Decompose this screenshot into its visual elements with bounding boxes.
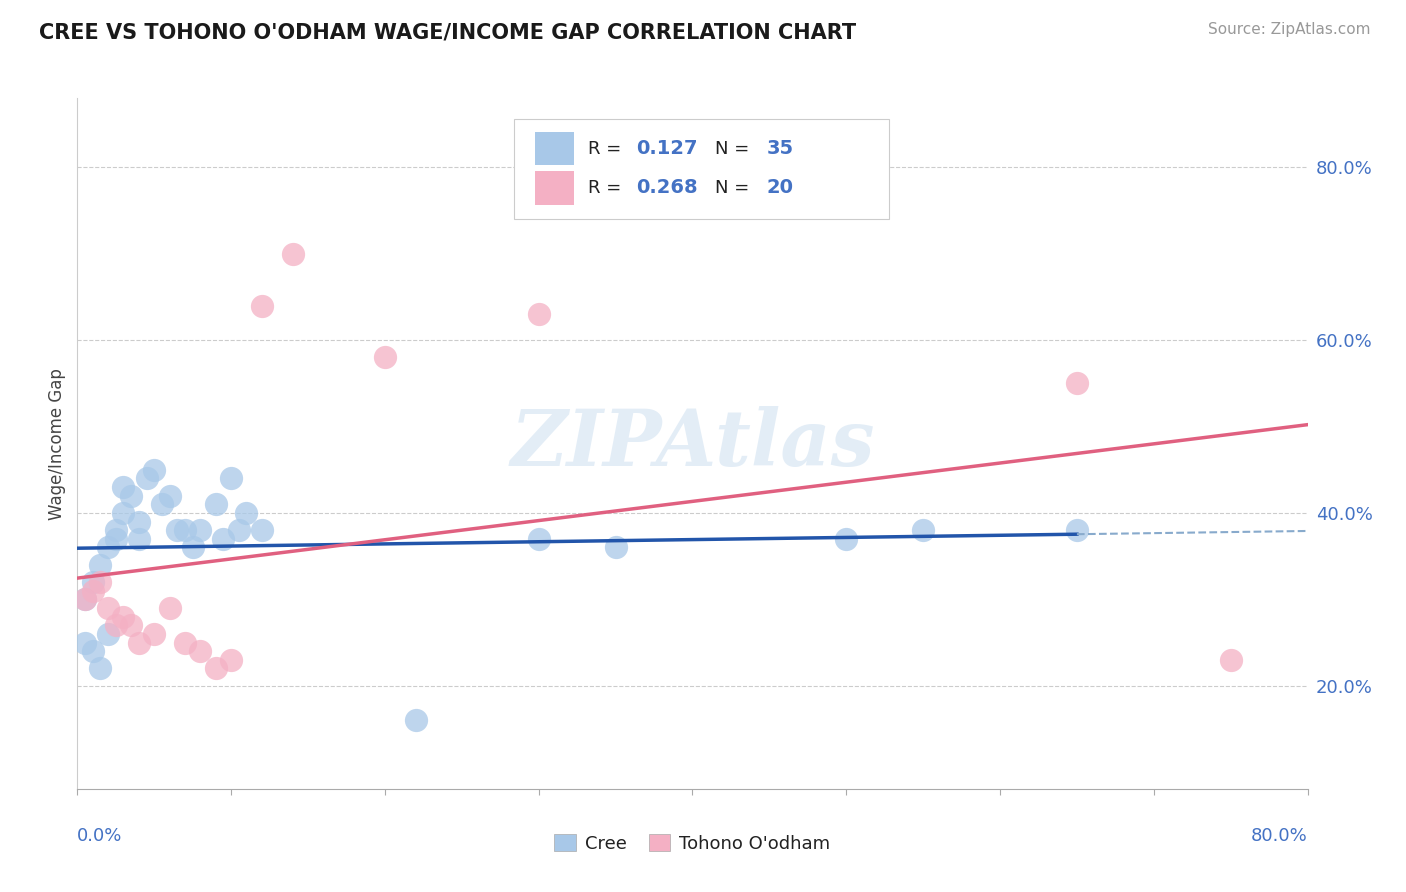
Point [405,714,427,728]
Legend: Cree, Tohono O'odham: Cree, Tohono O'odham [547,827,838,860]
Bar [536,171,575,204]
Point [73,592,96,607]
FancyBboxPatch shape [515,119,890,219]
Text: 20: 20 [766,178,793,197]
Point [212,532,235,546]
Point [374,351,396,365]
Point [527,307,550,321]
Point [159,601,181,615]
Point [150,497,173,511]
Point [143,627,166,641]
Point [112,609,135,624]
Point [73,592,96,607]
Text: R =: R = [588,139,627,158]
Point [89,661,111,675]
Point [143,463,166,477]
Point [188,523,212,537]
Text: 0.268: 0.268 [636,178,697,197]
Point [97,541,120,555]
Point [1066,376,1088,391]
Point [104,523,127,537]
Text: 0.0%: 0.0% [77,828,122,846]
Point [188,644,212,658]
Text: ZIPAtlas: ZIPAtlas [510,406,875,482]
Point [120,618,142,632]
Point [112,480,135,494]
Point [204,661,226,675]
Point [82,583,104,598]
Point [135,471,157,485]
Point [82,575,104,590]
Point [1066,523,1088,537]
Point [159,489,181,503]
Point [228,523,250,537]
Point [1219,653,1241,667]
Text: R =: R = [588,179,627,197]
Text: CREE VS TOHONO O'ODHAM WAGE/INCOME GAP CORRELATION CHART: CREE VS TOHONO O'ODHAM WAGE/INCOME GAP C… [39,22,856,42]
Point [174,523,197,537]
Point [97,627,120,641]
Point [219,653,242,667]
Point [835,532,858,546]
Y-axis label: Wage/Income Gap: Wage/Income Gap [48,368,66,520]
Point [104,532,127,546]
Text: N =: N = [714,139,755,158]
Point [281,246,304,260]
Point [250,523,273,537]
Point [235,506,257,520]
Point [97,601,120,615]
Point [174,635,197,649]
Point [527,532,550,546]
Text: Source: ZipAtlas.com: Source: ZipAtlas.com [1208,22,1371,37]
Point [250,299,273,313]
Text: 80.0%: 80.0% [1251,828,1308,846]
Bar [536,132,575,165]
Point [104,618,127,632]
Point [89,558,111,572]
Point [89,575,111,590]
Point [219,471,242,485]
Text: 35: 35 [766,139,793,158]
Text: N =: N = [714,179,755,197]
Text: 0.127: 0.127 [636,139,697,158]
Point [605,541,627,555]
Point [120,489,142,503]
Point [82,644,104,658]
Point [181,541,204,555]
Point [112,506,135,520]
Point [204,497,226,511]
Point [912,523,935,537]
Point [73,635,96,649]
Point [166,523,188,537]
Point [128,515,150,529]
Point [128,532,150,546]
Point [128,635,150,649]
